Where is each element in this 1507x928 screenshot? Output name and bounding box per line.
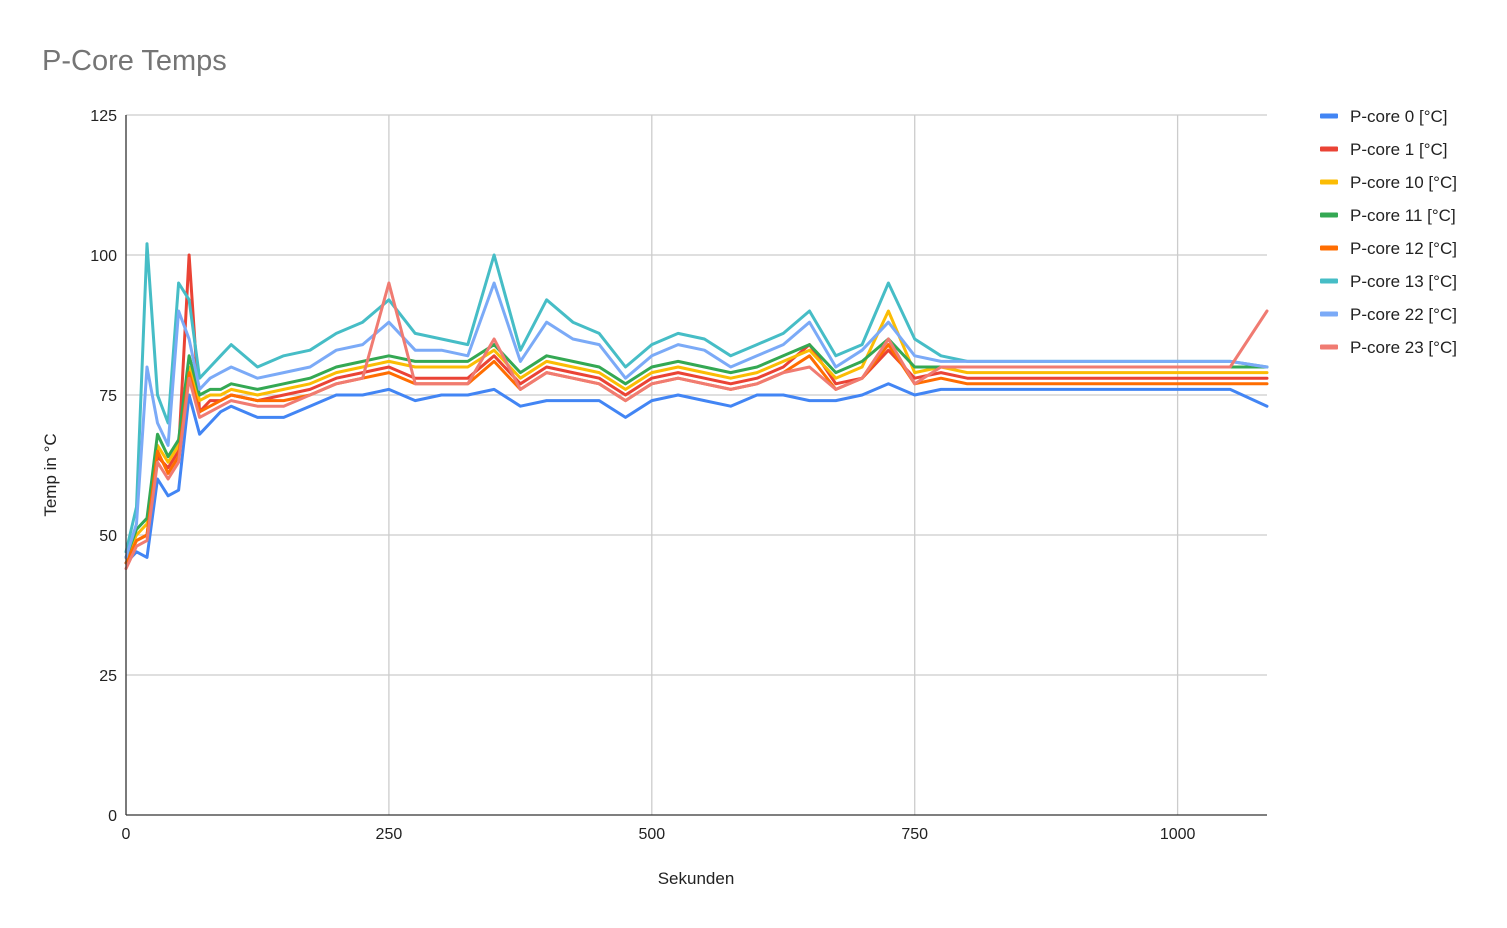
legend-label: P-core 11 [°C] [1350, 206, 1456, 225]
series-line-2 [124, 309, 1269, 559]
legend-label: P-core 12 [°C] [1350, 239, 1457, 258]
y-tick-label: 100 [90, 248, 117, 265]
legend-label: P-core 10 [°C] [1350, 173, 1457, 192]
gridlines [126, 114, 1267, 815]
y-tick-label: 75 [99, 388, 117, 405]
series-line-7 [124, 281, 1269, 571]
y-tick-label: 50 [99, 528, 117, 545]
x-tick-label: 1000 [1160, 826, 1196, 843]
legend-label: P-core 22 [°C] [1350, 305, 1457, 324]
legend-swatch [1320, 344, 1338, 350]
legend-swatch [1320, 278, 1338, 284]
axes [125, 115, 1267, 816]
legend-swatch [1320, 212, 1338, 218]
tick-labels: 0 25 50 75 100 125 0 250 500 750 1000 [90, 108, 1195, 843]
legend-swatch [1320, 311, 1338, 317]
x-tick-label: 0 [122, 826, 131, 843]
y-tick-label: 25 [99, 668, 117, 685]
x-axis-label: Sekunden [658, 869, 735, 888]
y-tick-label: 125 [90, 108, 117, 125]
legend: P-core 0 [°C] P-core 1 [°C] P-core 10 [°C]… [1320, 107, 1457, 357]
series-lines [124, 242, 1269, 571]
series-line-6 [124, 281, 1269, 559]
legend-swatch [1320, 146, 1338, 152]
x-tick-label: 500 [638, 826, 665, 843]
y-axis-label: Temp in °C [41, 433, 60, 516]
series-line-1 [124, 253, 1269, 559]
chart-title: P-Core Temps [42, 45, 227, 77]
x-tick-label: 250 [376, 826, 403, 843]
legend-swatch [1320, 179, 1338, 185]
x-tick-label: 750 [901, 826, 928, 843]
legend-label: P-core 23 [°C] [1350, 338, 1457, 357]
legend-swatch [1320, 245, 1338, 251]
legend-swatch [1320, 113, 1338, 119]
y-tick-label: 0 [108, 808, 117, 825]
legend-label: P-core 13 [°C] [1350, 272, 1457, 291]
legend-label: P-core 1 [°C] [1350, 140, 1448, 159]
legend-label: P-core 0 [°C] [1350, 107, 1448, 126]
series-line-0 [124, 382, 1269, 565]
